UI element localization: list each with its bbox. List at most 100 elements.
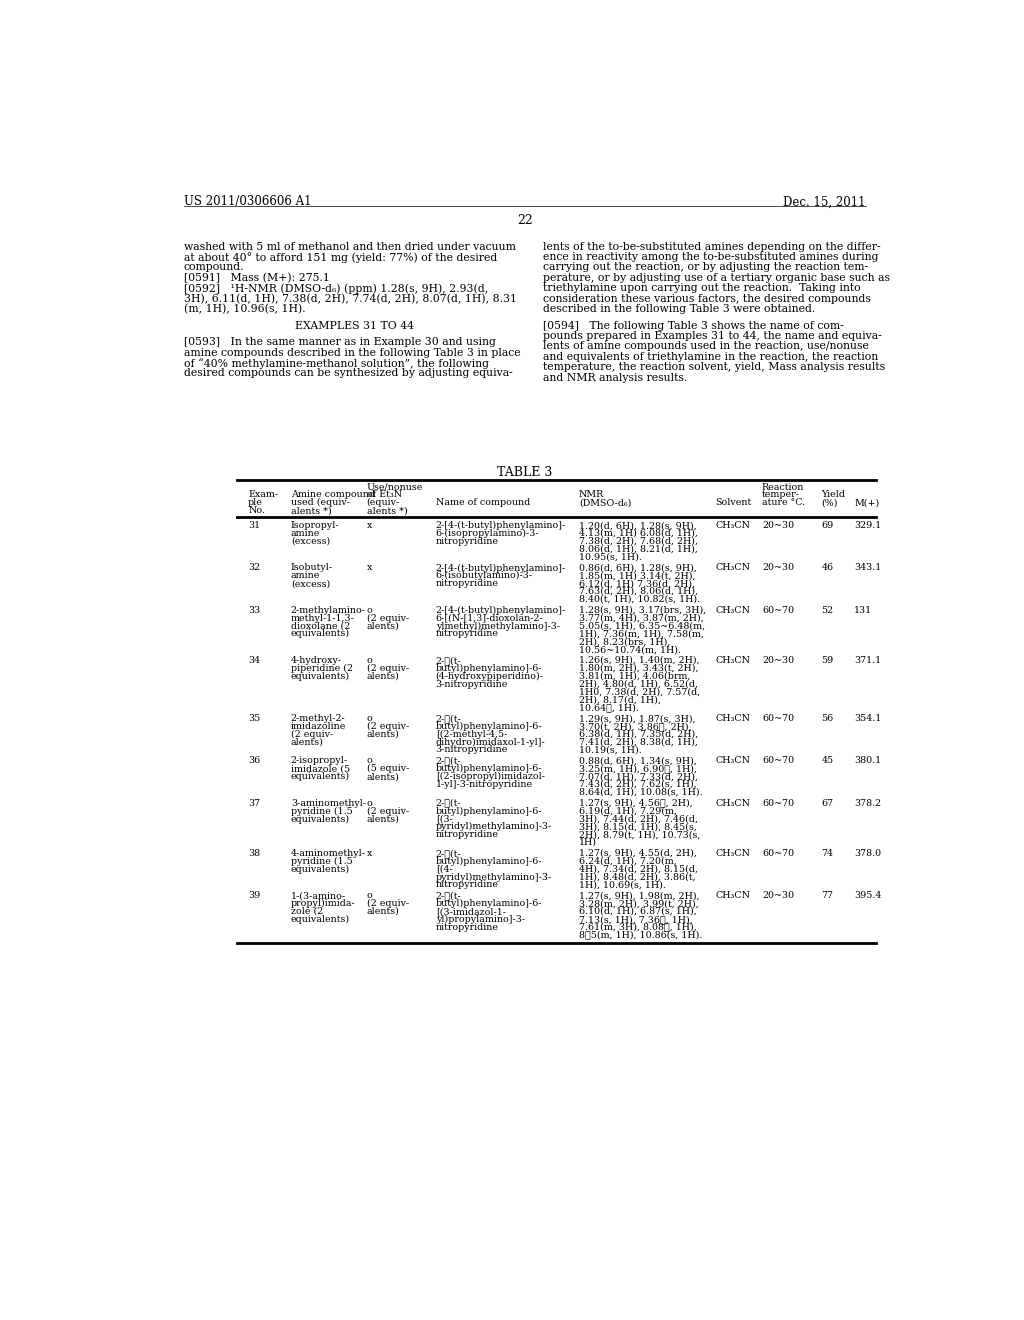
Text: equivalents): equivalents) [291,772,350,781]
Text: 45: 45 [821,756,834,766]
Text: consideration these various factors, the desired compounds: consideration these various factors, the… [543,293,870,304]
Text: Name of compound: Name of compound [435,498,530,507]
Text: 7.43(d, 2H), 7.62(s, 1H),: 7.43(d, 2H), 7.62(s, 1H), [579,780,696,789]
Text: 3.25(m, 1H), 6.90Ⓓ, 1H),: 3.25(m, 1H), 6.90Ⓓ, 1H), [579,764,697,774]
Text: equivalents): equivalents) [291,814,350,824]
Text: 2-[4-(t-butyl)phenylamino]-: 2-[4-(t-butyl)phenylamino]- [435,606,566,615]
Text: 2-isopropyl-: 2-isopropyl- [291,756,348,766]
Text: 1-yl]-3-nitropyridine: 1-yl]-3-nitropyridine [435,780,532,789]
Text: Solvent: Solvent [716,498,752,507]
Text: 7.41(d, 2H), 8.38(d, 1H),: 7.41(d, 2H), 8.38(d, 1H), [579,738,698,747]
Text: 31: 31 [248,521,260,531]
Text: (DMSO-d₆): (DMSO-d₆) [579,498,632,507]
Text: washed with 5 ml of methanol and then dried under vacuum: washed with 5 ml of methanol and then dr… [183,242,516,252]
Text: 2-Ⓓ(t-: 2-Ⓓ(t- [435,656,462,665]
Text: 10.56~10.74(m, 1H).: 10.56~10.74(m, 1H). [579,645,681,653]
Text: butyl)phenylamino]-6-: butyl)phenylamino]-6- [435,899,543,908]
Text: TABLE 3: TABLE 3 [497,466,553,479]
Text: nitropyridine: nitropyridine [435,630,499,639]
Text: piperidine (2: piperidine (2 [291,664,352,673]
Text: (2 equiv-: (2 equiv- [367,614,409,623]
Text: x: x [367,521,372,531]
Text: 3H), 8.15(d, 1H), 8.45(s,: 3H), 8.15(d, 1H), 8.45(s, [579,822,697,832]
Text: 3-nitropyridine: 3-nitropyridine [435,680,508,689]
Text: propyl)imida-: propyl)imida- [291,899,355,908]
Text: of Et₃N: of Et₃N [367,491,401,499]
Text: [0593]   In the same manner as in Example 30 and using: [0593] In the same manner as in Example … [183,337,496,347]
Text: CH₃CN: CH₃CN [716,756,751,766]
Text: equivalents): equivalents) [291,865,350,874]
Text: 1.20(d, 6H), 1.28(s, 9H),: 1.20(d, 6H), 1.28(s, 9H), [579,521,696,531]
Text: compound.: compound. [183,263,245,272]
Text: 395.4: 395.4 [854,891,882,900]
Text: 20~30: 20~30 [762,564,794,573]
Text: 343.1: 343.1 [854,564,882,573]
Text: x: x [367,849,372,858]
Text: 2H), 8.23(brs, 1H),: 2H), 8.23(brs, 1H), [579,638,671,647]
Text: 0.88(d, 6H), 1.34(s, 9H),: 0.88(d, 6H), 1.34(s, 9H), [579,756,697,766]
Text: zole (2: zole (2 [291,907,323,916]
Text: [0591]   Mass (M+): 275.1: [0591] Mass (M+): 275.1 [183,273,330,282]
Text: dihydro)imidaxol-1-yl]-: dihydro)imidaxol-1-yl]- [435,738,546,747]
Text: (%): (%) [821,498,838,507]
Text: 3H), 6.11(d, 1H), 7.38(d, 2H), 7.74(d, 2H), 8.07(d, 1H), 8.31: 3H), 6.11(d, 1H), 7.38(d, 2H), 7.74(d, 2… [183,293,517,304]
Text: 371.1: 371.1 [854,656,882,665]
Text: Isopropyl-: Isopropyl- [291,521,339,531]
Text: 20~30: 20~30 [762,891,794,900]
Text: 38: 38 [248,849,260,858]
Text: Reaction: Reaction [762,483,804,491]
Text: temper-: temper- [762,491,800,499]
Text: (equiv-: (equiv- [367,498,400,507]
Text: 6-[(N-[1,3]-dioxolan-2-: 6-[(N-[1,3]-dioxolan-2- [435,614,544,623]
Text: [0592]   ¹H-NMR (DMSO-d₆) (ppm) 1.28(s, 9H), 2.93(d,: [0592] ¹H-NMR (DMSO-d₆) (ppm) 1.28(s, 9H… [183,284,488,294]
Text: (2 equiv-: (2 equiv- [367,664,409,673]
Text: 2-Ⓓ(t-: 2-Ⓓ(t- [435,756,462,766]
Text: 3H), 7.44(d, 2H), 7.46(d,: 3H), 7.44(d, 2H), 7.46(d, [579,814,698,824]
Text: 2-Ⓓ(t-: 2-Ⓓ(t- [435,849,462,858]
Text: butyl)phenylamino]-6-: butyl)phenylamino]-6- [435,857,543,866]
Text: 6.10(d, 1H), 6.87(s, 1H),: 6.10(d, 1H), 6.87(s, 1H), [579,907,696,916]
Text: (excess): (excess) [291,537,330,545]
Text: imidazoline: imidazoline [291,722,346,731]
Text: 354.1: 354.1 [854,714,882,723]
Text: (2 equiv-: (2 equiv- [367,722,409,731]
Text: US 2011/0306606 A1: US 2011/0306606 A1 [183,195,311,209]
Text: (4-hydroxypiperidino)-: (4-hydroxypiperidino)- [435,672,544,681]
Text: 4.13(m, 1H) 6.08(d, 1H),: 4.13(m, 1H) 6.08(d, 1H), [579,529,698,539]
Text: 10.64Ⓓ, 1H).: 10.64Ⓓ, 1H). [579,704,639,711]
Text: (5 equiv-: (5 equiv- [367,764,409,774]
Text: pyridyl)methylamino]-3-: pyridyl)methylamino]-3- [435,873,552,882]
Text: 1H), 7.36(m, 1H), 7.58(m,: 1H), 7.36(m, 1H), 7.58(m, [579,630,703,639]
Text: 36: 36 [248,756,260,766]
Text: Dec. 15, 2011: Dec. 15, 2011 [783,195,866,209]
Text: 3.70(t, 2H), 3.86Ⓓ, 2H),: 3.70(t, 2H), 3.86Ⓓ, 2H), [579,722,691,731]
Text: desired compounds can be synthesized by adjusting equiva-: desired compounds can be synthesized by … [183,368,513,379]
Text: EXAMPLES 31 TO 44: EXAMPLES 31 TO 44 [295,321,414,330]
Text: 3-nitropyridine: 3-nitropyridine [435,746,508,755]
Text: pyridine (1.5: pyridine (1.5 [291,857,352,866]
Text: 74: 74 [821,849,834,858]
Text: Isobutyl-: Isobutyl- [291,564,333,573]
Text: [(2-methyl-4,5-: [(2-methyl-4,5- [435,730,507,739]
Text: 3.28(m, 2H), 3.99(t, 2H),: 3.28(m, 2H), 3.99(t, 2H), [579,899,698,908]
Text: 7.38(d, 2H), 7.68(d, 2H),: 7.38(d, 2H), 7.68(d, 2H), [579,537,698,545]
Text: 6.38(d, 1H), 7.35(d, 2H),: 6.38(d, 1H), 7.35(d, 2H), [579,730,698,739]
Text: perature, or by adjusting use of a tertiary organic base such as: perature, or by adjusting use of a terti… [543,273,890,282]
Text: alents): alents) [367,907,399,916]
Text: 39: 39 [248,891,260,900]
Text: (2 equiv-: (2 equiv- [367,807,409,816]
Text: 35: 35 [248,714,260,723]
Text: [(3-imidazol-1-: [(3-imidazol-1- [435,907,506,916]
Text: 1.85(m, 1H) 3.14(t, 2H),: 1.85(m, 1H) 3.14(t, 2H), [579,572,695,581]
Text: 7.07(d, 1H), 7.33(d, 2H),: 7.07(d, 1H), 7.33(d, 2H), [579,772,698,781]
Text: 2-Ⓓ(t-: 2-Ⓓ(t- [435,799,462,808]
Text: [0594]   The following Table 3 shows the name of com-: [0594] The following Table 3 shows the n… [543,321,844,330]
Text: 60~70: 60~70 [762,849,794,858]
Text: alents *): alents *) [367,506,408,515]
Text: (2 equiv-: (2 equiv- [367,899,409,908]
Text: 1.27(s, 9H), 1.98(m, 2H),: 1.27(s, 9H), 1.98(m, 2H), [579,891,699,900]
Text: 20~30: 20~30 [762,521,794,531]
Text: 378.0: 378.0 [854,849,882,858]
Text: 7.63(d, 2H), 8.06(d, 1H),: 7.63(d, 2H), 8.06(d, 1H), [579,587,698,597]
Text: 2-Ⓓ(t-: 2-Ⓓ(t- [435,714,462,723]
